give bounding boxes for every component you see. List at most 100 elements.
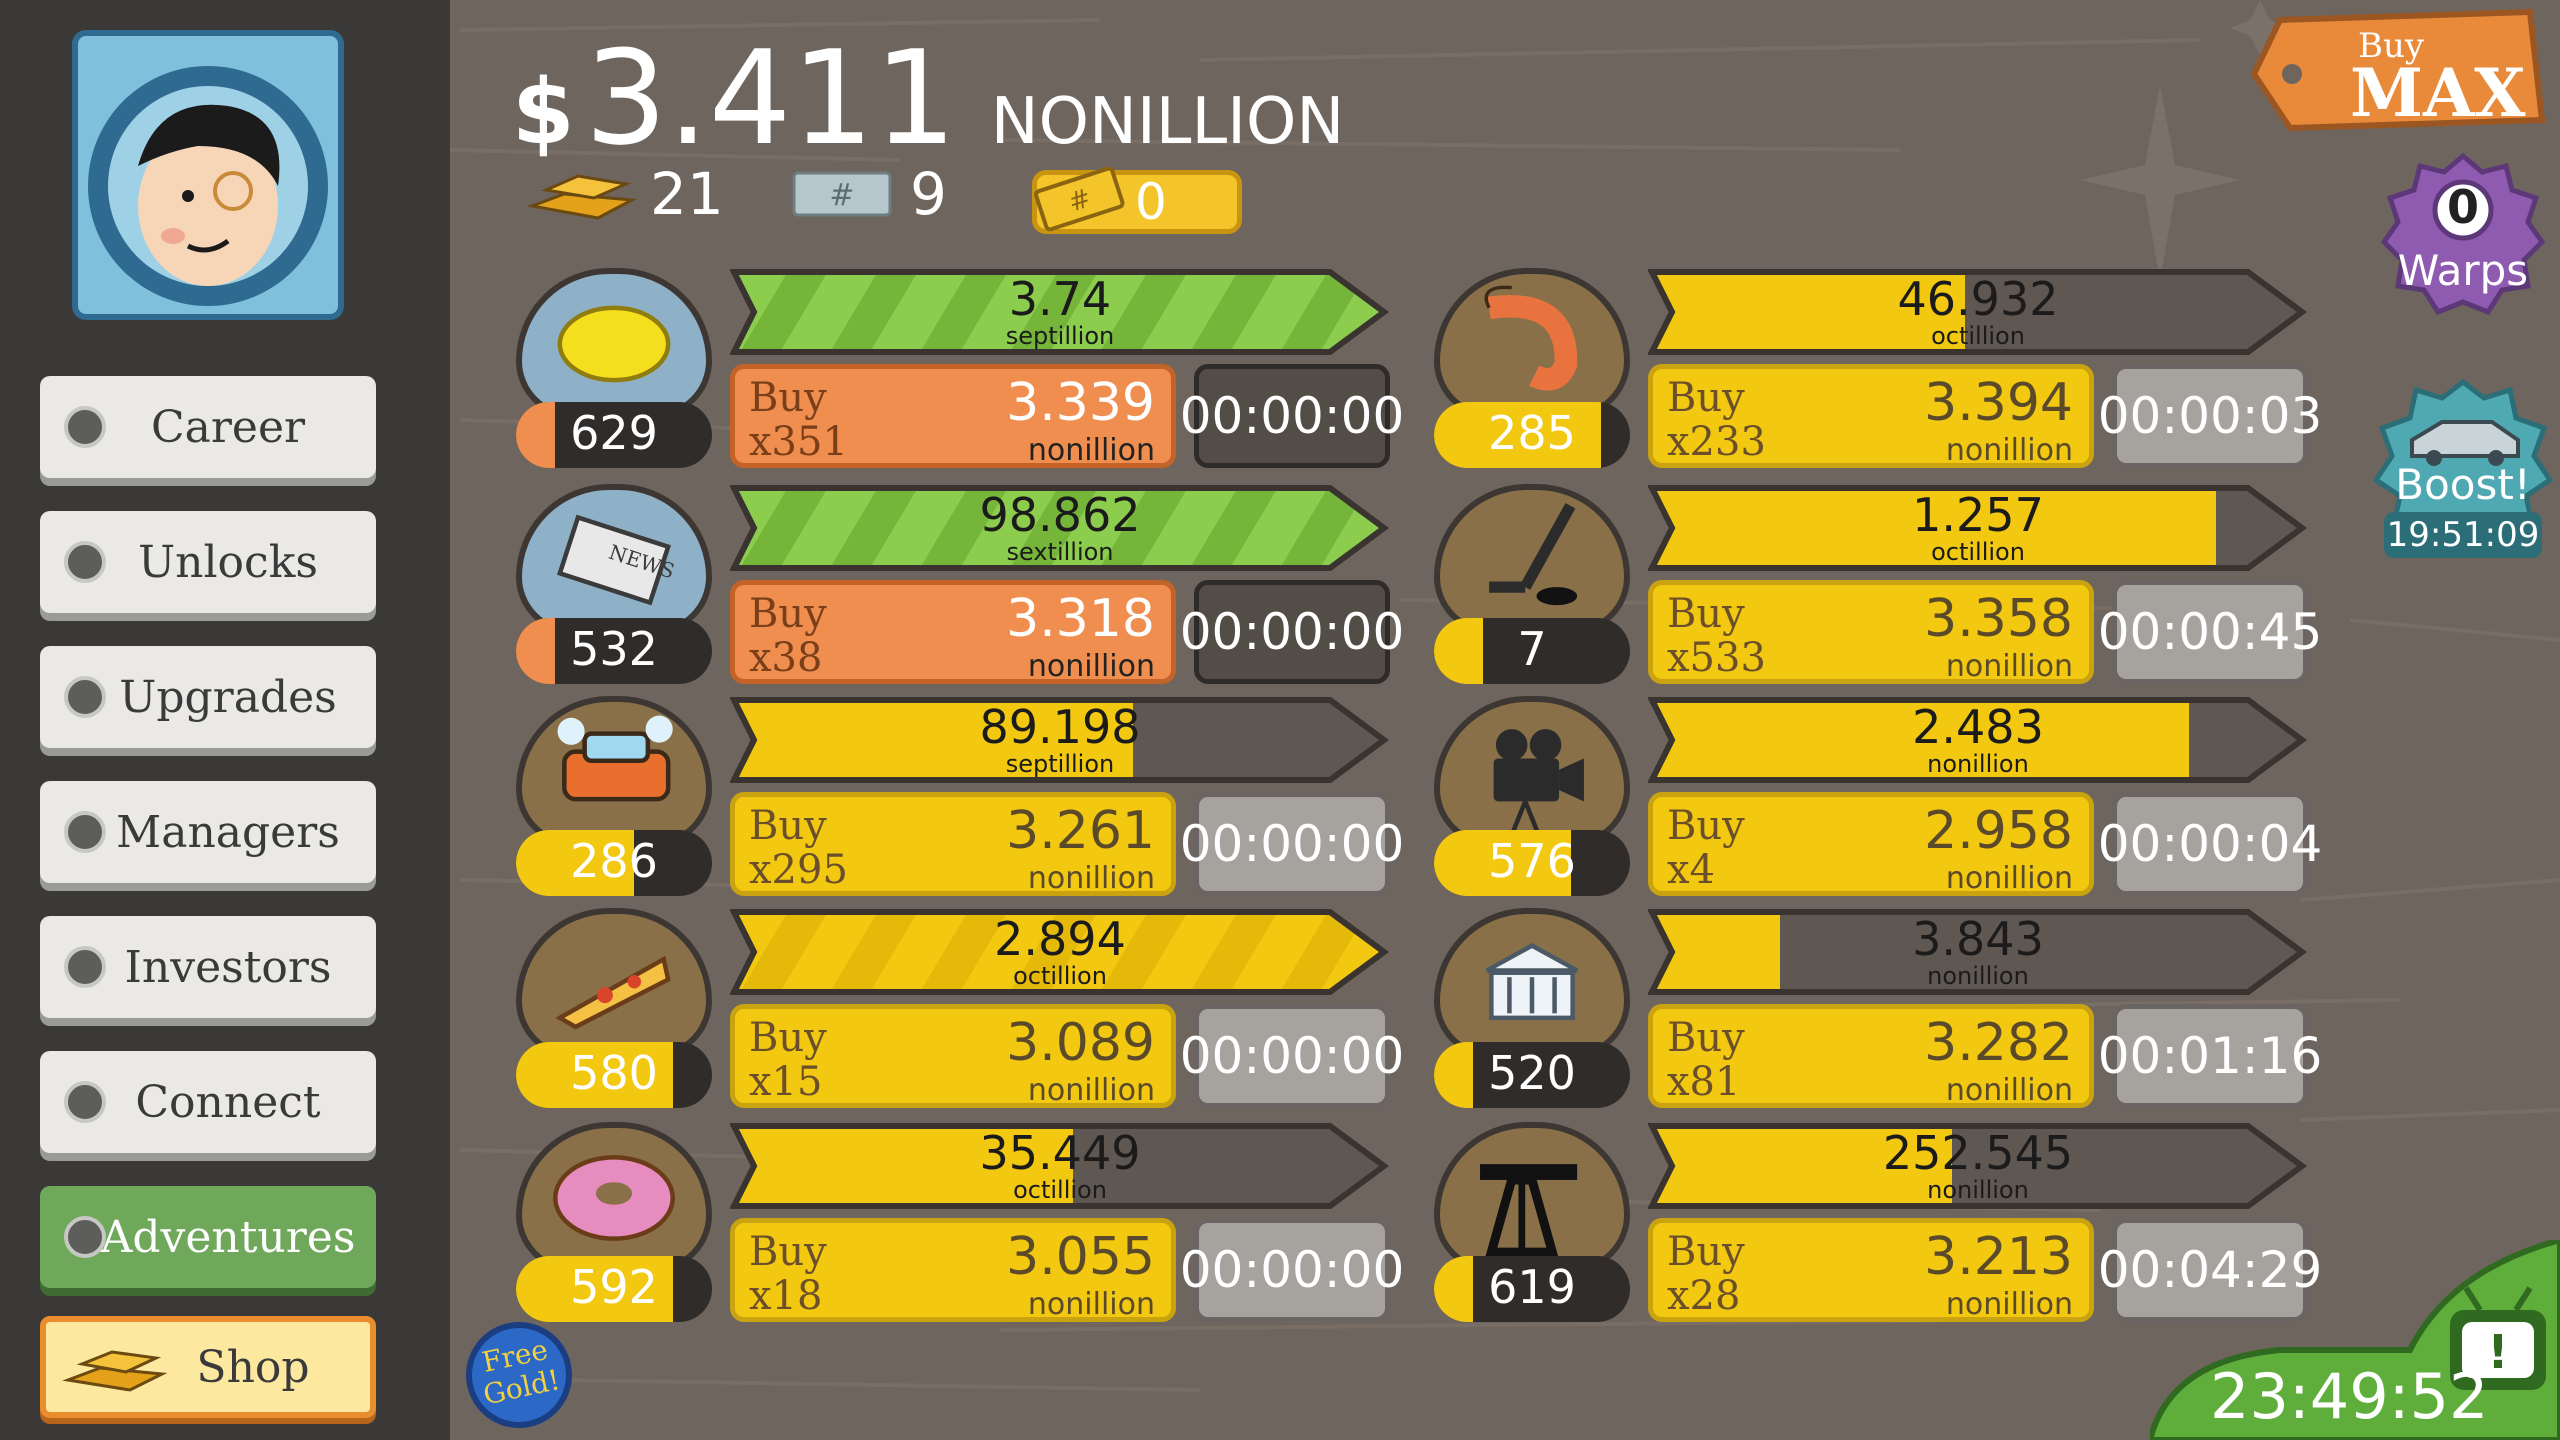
progress-value: 35.449 (979, 1126, 1141, 1180)
business-count-2: 532 (516, 618, 712, 684)
money-amount: 3.411 (584, 22, 957, 174)
buy-button-8[interactable]: Buy x4 2.958 nonillion (1648, 792, 2094, 896)
buy-cost-unit: nonillion (1027, 1073, 1155, 1108)
buy-label: Buy (1667, 375, 1745, 421)
buy-quantity: x4 (1667, 847, 1716, 893)
buy-label: Buy (749, 375, 827, 421)
connect-button[interactable]: Connect (40, 1051, 376, 1153)
count-progress-fill (1434, 1042, 1474, 1108)
shop-button[interactable]: Shop (40, 1316, 376, 1418)
investors-indicator-icon (64, 946, 106, 988)
buy-quantity: x15 (749, 1059, 823, 1105)
connect-label: Connect (135, 1076, 321, 1128)
buy-cost: 3.318 (1006, 589, 1155, 649)
business-icon-2[interactable]: NEWS (516, 484, 712, 634)
business-count-3: 286 (516, 830, 712, 896)
career-button[interactable]: Career (40, 376, 376, 478)
progress-unit: septillion (1005, 322, 1115, 350)
adventures-button[interactable]: Adventures (40, 1186, 376, 1288)
mega-ticket-counter[interactable]: # 9 (792, 160, 947, 228)
buy-button-9[interactable]: Buy x81 3.282 nonillion (1648, 1004, 2094, 1108)
buy-cost: 3.394 (1924, 373, 2073, 433)
player-avatar[interactable] (72, 30, 344, 320)
buy-quantity: x38 (749, 635, 823, 681)
upgrades-button[interactable]: Upgrades (40, 646, 376, 748)
business-timer-10: 00:04:29 (2098, 1218, 2322, 1322)
count-progress-fill (516, 1042, 673, 1108)
count-value: 520 (1488, 1046, 1576, 1100)
progress-value: 3.74 (1008, 272, 1112, 326)
business-icon-4[interactable] (516, 908, 712, 1058)
count-value: 7 (1517, 622, 1547, 676)
ticket-progress[interactable]: # 0 (1032, 166, 1242, 234)
warps-button[interactable]: 0 Warps (2378, 150, 2548, 330)
money-unit: NONILLION (990, 85, 1345, 159)
hockey-icon (1489, 503, 1578, 606)
buy-button-2[interactable]: Buy x38 3.318 nonillion (730, 580, 1176, 684)
progress-value: 2.894 (994, 912, 1126, 966)
business-icon-10[interactable] (1434, 1122, 1630, 1272)
business-icon-3[interactable] (516, 696, 712, 846)
oil-rig-icon (1480, 1164, 1578, 1257)
business-icon-8[interactable] (1434, 696, 1630, 846)
investors-button[interactable]: Investors (40, 916, 376, 1018)
unlocks-button[interactable]: Unlocks (40, 511, 376, 613)
managers-button[interactable]: Managers (40, 781, 376, 883)
progress-unit: nonillion (1927, 750, 2029, 778)
buy-button-10[interactable]: Buy x28 3.213 nonillion (1648, 1218, 2094, 1322)
buy-button-6[interactable]: Buy x233 3.394 nonillion (1648, 364, 2094, 468)
business-progress-1: 3.74 septillion (730, 268, 1390, 356)
business-icon-1[interactable] (516, 268, 712, 418)
buy-label: Buy (749, 1229, 827, 1275)
buy-button-3[interactable]: Buy x295 3.261 nonillion (730, 792, 1176, 896)
tv-offer-button[interactable]: ! 23:49:52 (2146, 1236, 2560, 1440)
progress-unit: octillion (1013, 962, 1107, 990)
buy-label: Buy (1667, 803, 1745, 849)
career-label: Career (150, 401, 306, 453)
buy-max-button[interactable]: Buy MAX (2250, 8, 2550, 138)
business-icon-9[interactable] (1434, 908, 1630, 1058)
business-progress-4: 2.894 octillion (730, 908, 1390, 996)
business-progress-9: 3.843 nonillion (1648, 908, 2308, 996)
buy-quantity: x351 (749, 419, 848, 465)
count-progress-fill (516, 1256, 673, 1322)
progress-unit: nonillion (1927, 962, 2029, 990)
business-timer-9: 00:01:16 (2098, 1004, 2322, 1108)
count-progress-fill (1434, 618, 1483, 684)
upgrades-label: Upgrades (119, 671, 337, 723)
buy-cost-unit: nonillion (1945, 1287, 2073, 1322)
career-indicator-icon (64, 406, 106, 448)
buy-button-1[interactable]: Buy x351 3.339 nonillion (730, 364, 1176, 468)
gold-count: 21 (650, 160, 724, 228)
gold-counter[interactable]: 21 (528, 160, 724, 228)
business-progress-8: 2.483 nonillion (1648, 696, 2308, 784)
progress-unit: octillion (1931, 538, 2025, 566)
count-progress-fill (516, 402, 556, 468)
progress-value: 252.545 (1882, 1126, 2074, 1180)
count-value: 592 (570, 1260, 658, 1314)
business-icon-6[interactable] (1434, 268, 1630, 418)
buy-button-7[interactable]: Buy x533 3.358 nonillion (1648, 580, 2094, 684)
shrimp-icon (1484, 285, 1578, 391)
buy-quantity: x18 (749, 1273, 823, 1319)
buy-cost-unit: nonillion (1945, 1073, 2073, 1108)
business-icon-7[interactable] (1434, 484, 1630, 634)
adventures-indicator-icon (64, 1216, 106, 1258)
warps-count: 0 (2446, 180, 2479, 234)
boost-button[interactable]: Boost! 19:51:09 (2372, 378, 2554, 558)
business-progress-6: 46.932 octillion (1648, 268, 2308, 356)
buy-cost: 3.089 (1006, 1013, 1155, 1073)
buy-button-5[interactable]: Buy x18 3.055 nonillion (730, 1218, 1176, 1322)
count-value: 580 (570, 1046, 658, 1100)
business-timer-8: 00:00:04 (2098, 792, 2322, 896)
business-icon-5[interactable] (516, 1122, 712, 1272)
money-display: $ 3.411 NONILLION (512, 22, 1344, 174)
buy-button-4[interactable]: Buy x15 3.089 nonillion (730, 1004, 1176, 1108)
progress-unit: sextillion (1006, 538, 1114, 566)
buy-cost-unit: nonillion (1027, 649, 1155, 684)
progress-unit: octillion (1931, 322, 2025, 350)
unlocks-indicator-icon (64, 541, 106, 583)
business-count-7: 7 (1434, 618, 1630, 684)
progress-value: 3.843 (1912, 912, 2044, 966)
count-value: 285 (1488, 406, 1576, 460)
